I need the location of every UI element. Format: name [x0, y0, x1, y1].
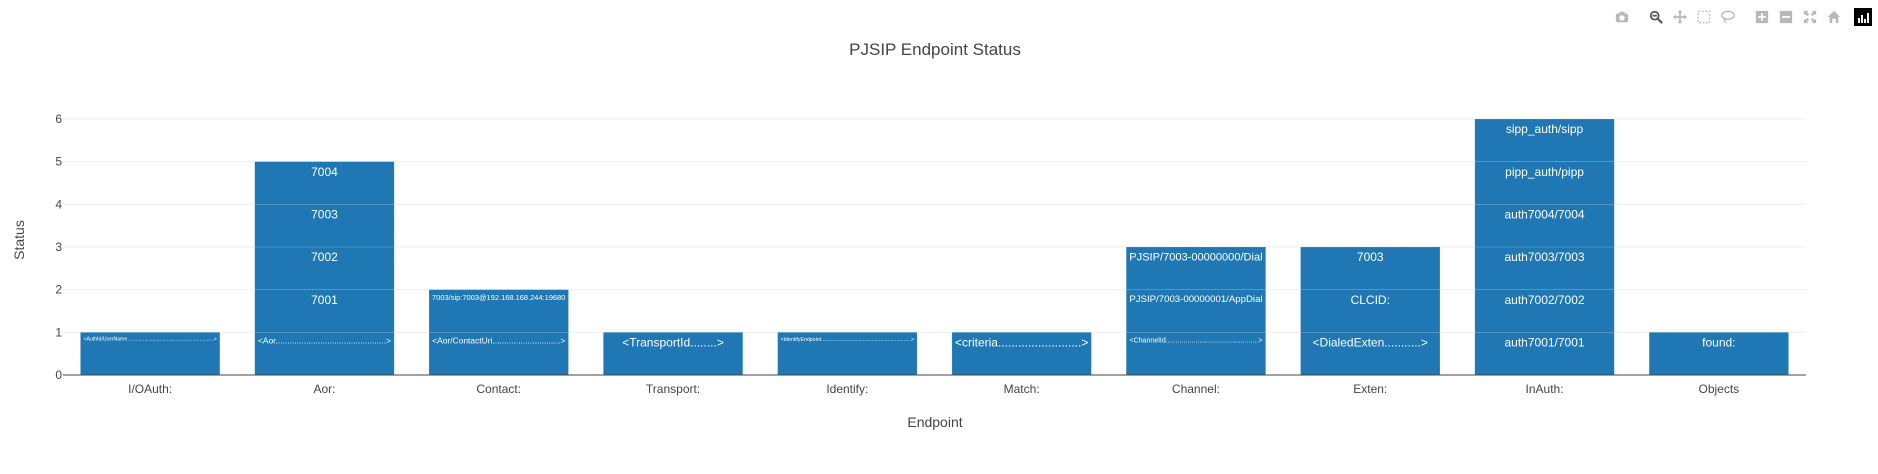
x-tick-label: Channel: [1172, 382, 1220, 396]
bar-segment[interactable] [1125, 246, 1266, 290]
bar-segment-label: auth7002/7002 [1505, 293, 1585, 307]
modebar-group-export [1610, 8, 1634, 26]
x-tick-label: Contact: [476, 382, 521, 396]
x-tick-labels: I/OAuth: Aor: Contact: Transport: Identify: M… [128, 382, 1739, 396]
bar-segment[interactable] [1474, 332, 1615, 376]
bar-segment-label: found: [1702, 336, 1735, 350]
bar-segment-label: auth7003/7003 [1505, 250, 1585, 264]
plotly-logo-icon[interactable] [1854, 8, 1872, 26]
y-tick-label: 5 [55, 155, 62, 169]
bar-segment-label: 7004 [311, 165, 338, 179]
y-tick-label: 4 [55, 197, 62, 211]
bar-segment[interactable] [1300, 332, 1441, 376]
x-tick-label: Transport: [646, 382, 700, 396]
y-tick-labels: 0 1 2 3 4 5 6 [55, 112, 62, 382]
modebar-group-drag [1644, 8, 1740, 26]
chart-title: PJSIP Endpoint Status [849, 40, 1021, 59]
zoom-icon[interactable] [1644, 8, 1668, 26]
bar-segment-label: <Aor....................................… [258, 336, 391, 346]
bar-segment-label: 7002 [311, 250, 338, 264]
bar-segment[interactable] [1300, 246, 1441, 290]
bar-segment[interactable] [428, 289, 569, 333]
bar-segment[interactable] [254, 204, 395, 248]
zoom-in-icon[interactable] [1750, 8, 1774, 26]
bar-segment-label: <ChannelId..............................… [1129, 336, 1262, 344]
bars[interactable]: <AuthId/UserName........................… [80, 118, 1789, 376]
bar-segment-label: sipp_auth/sipp [1506, 122, 1584, 136]
reset-axes-icon[interactable] [1822, 8, 1846, 26]
bar-segment[interactable] [1474, 118, 1615, 162]
bar-segment-label: auth7001/7001 [1505, 336, 1585, 350]
bar-segment-label: 7001 [311, 293, 338, 307]
bar-segment-label: auth7004/7004 [1505, 208, 1585, 222]
x-axis-title: Endpoint [907, 414, 962, 430]
bar-segment[interactable] [428, 332, 569, 376]
bar-segment-label: 7003 [311, 208, 338, 222]
y-axis-title: Status [11, 220, 27, 260]
bar-segment-label: <DialedExten...........> [1313, 336, 1428, 350]
x-tick-label: Aor: [313, 382, 335, 396]
bar-segment-label: 7003 [1357, 250, 1384, 264]
bar-segment-label: <criteria.........................> [955, 336, 1088, 350]
y-tick-label: 6 [55, 112, 62, 126]
bar-segment[interactable] [1474, 161, 1615, 205]
bar-segment[interactable] [254, 332, 395, 376]
y-tick-label: 0 [55, 368, 62, 382]
bar-segment-label: <IdentifyEndpoint.......................… [781, 337, 914, 343]
bar-segment-label: 7003/sip:7003@192.168.168.244:19680 [432, 293, 565, 302]
bar-segment[interactable] [1648, 332, 1789, 376]
modebar-group-zoom [1750, 8, 1846, 26]
bar-segment[interactable] [777, 332, 918, 376]
bar-segment[interactable] [603, 332, 744, 376]
bar-segment-label: PJSIP/7003-00000000/Dial [1129, 251, 1262, 263]
bar-segment-label: CLCID: [1351, 293, 1390, 307]
y-tick-label: 1 [55, 325, 62, 339]
bar-segment[interactable] [254, 289, 395, 333]
x-tick-label: InAuth: [1526, 382, 1564, 396]
bar-segment-label: <TransportId........> [622, 336, 724, 350]
x-tick-label: Identify: [826, 382, 868, 396]
box-select-icon[interactable] [1692, 8, 1716, 26]
modebar [1600, 8, 1872, 26]
bar-segment[interactable] [254, 246, 395, 290]
bar-segment[interactable] [1474, 204, 1615, 248]
bar-segment[interactable] [1125, 289, 1266, 333]
x-tick-label: Objects [1699, 382, 1740, 396]
autoscale-icon[interactable] [1798, 8, 1822, 26]
lasso-select-icon[interactable] [1716, 8, 1740, 26]
bar-segment[interactable] [254, 161, 395, 205]
bar-segment[interactable] [1474, 289, 1615, 333]
camera-icon[interactable] [1610, 8, 1634, 26]
bar-segment-label: <Aor/ContactUri.........................… [432, 336, 565, 346]
y-tick-label: 2 [55, 283, 62, 297]
pan-icon[interactable] [1668, 8, 1692, 26]
x-tick-label: Match: [1004, 382, 1040, 396]
bar-segment-label: PJSIP/7003-00000001/AppDial [1129, 294, 1262, 305]
y-tick-label: 3 [55, 240, 62, 254]
bar-segment[interactable] [1125, 332, 1266, 376]
bar-segment-label: pipp_auth/pipp [1505, 165, 1584, 179]
bar-segment-label: <AuthId/UserName........................… [84, 337, 217, 343]
x-tick-label: Exten: [1353, 382, 1387, 396]
zoom-out-icon[interactable] [1774, 8, 1798, 26]
bar-segment[interactable] [1300, 289, 1441, 333]
x-tick-label: I/OAuth: [128, 382, 172, 396]
bar-segment[interactable] [1474, 246, 1615, 290]
